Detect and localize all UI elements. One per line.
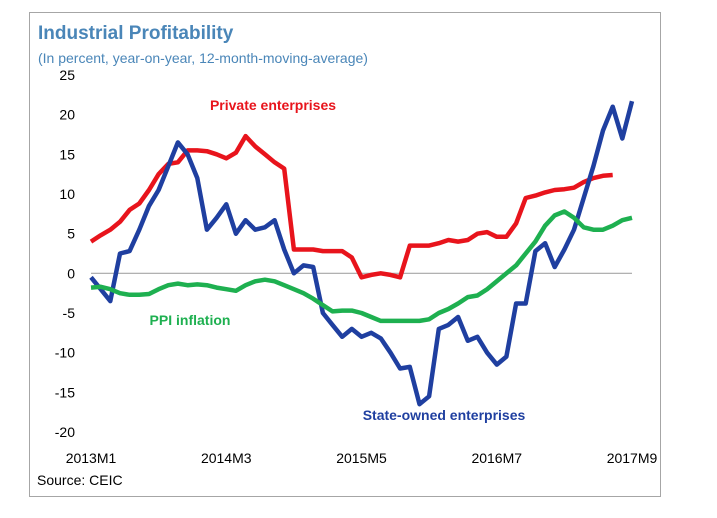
y-tick-label: 20 [59, 107, 75, 123]
series-line-2 [90, 209, 633, 324]
x-tick-label: 2017M9 [607, 450, 658, 466]
y-tick-label: 25 [59, 67, 75, 83]
y-tick-label: 5 [67, 226, 75, 242]
y-axis-ticks: 25 20 15 10 5 0 -5 -10 -15 -20 [55, 67, 75, 440]
series-annotation: PPI inflation [150, 312, 231, 328]
series-line-1 [89, 100, 635, 407]
x-tick-label: 2014M3 [201, 450, 252, 466]
y-tick-label: 10 [59, 186, 75, 202]
series-lines [89, 100, 635, 407]
y-tick-label: -15 [55, 384, 75, 400]
series-annotations: Private enterprises State-owned enterpris… [150, 97, 526, 423]
source-note: Source: CEIC [37, 472, 123, 488]
series-annotation: Private enterprises [210, 97, 336, 113]
chart-subtitle: (In percent, year-on-year, 12-month-movi… [38, 50, 368, 66]
x-tick-label: 2016M7 [471, 450, 522, 466]
x-tick-label: 2013M1 [66, 450, 117, 466]
y-tick-label: -20 [55, 424, 75, 440]
chart-title: Industrial Profitability [38, 23, 234, 44]
y-tick-label: 0 [67, 265, 75, 281]
series-line-0 [89, 133, 613, 280]
y-tick-label: -5 [63, 305, 76, 321]
x-tick-label: 2015M5 [336, 450, 387, 466]
x-axis-ticks: 2013M1 2014M3 2015M5 2016M7 2017M9 [66, 450, 658, 466]
series-annotation: State-owned enterprises [363, 407, 526, 423]
y-tick-label: 15 [59, 146, 75, 162]
y-tick-label: -10 [55, 345, 75, 361]
